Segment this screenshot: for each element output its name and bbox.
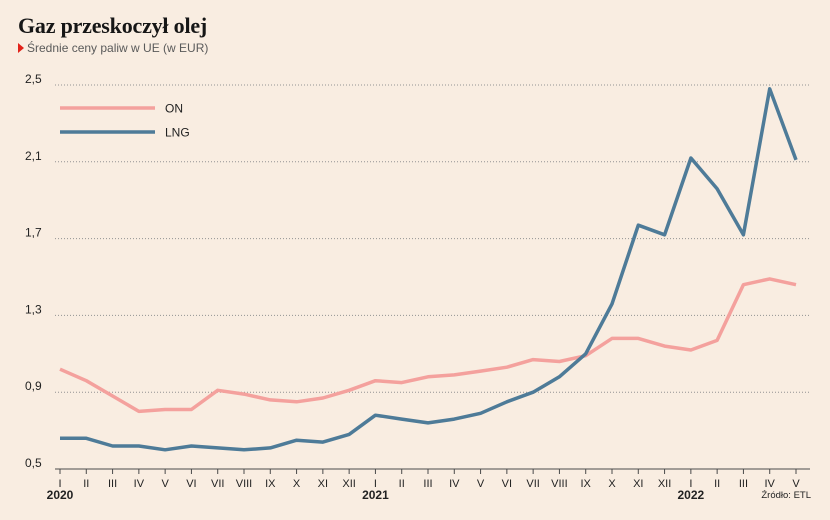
x-tick-label: VIII <box>551 478 568 490</box>
x-tick-label: VI <box>502 478 512 490</box>
y-tick-label: 1,3 <box>25 302 42 316</box>
x-tick-label: VI <box>186 478 196 490</box>
triangle-marker-icon <box>18 43 24 53</box>
x-tick-label: V <box>792 478 800 490</box>
y-tick-label: 1,7 <box>25 226 42 240</box>
x-tick-label: I <box>58 478 61 490</box>
x-tick-label: XI <box>633 478 643 490</box>
x-tick-label: VIII <box>236 478 253 490</box>
x-tick-label: IX <box>581 478 592 490</box>
x-tick-label: IV <box>449 478 460 490</box>
source-note: Źródło: ETL <box>761 490 811 501</box>
x-tick-label: IV <box>134 478 145 490</box>
x-tick-label: XII <box>658 478 671 490</box>
y-tick-label: 2,1 <box>25 149 42 163</box>
x-tick-label: X <box>608 478 616 490</box>
chart-subtitle-text: Średnie ceny paliw w UE (w EUR) <box>27 41 209 55</box>
y-tick-label: 0,9 <box>25 379 42 393</box>
series-line-on <box>59 277 797 414</box>
gridlines <box>55 84 810 470</box>
x-tick-label: IV <box>765 478 776 490</box>
y-tick-label: 2,5 <box>25 72 42 86</box>
y-tick-label: 0,5 <box>25 456 42 470</box>
year-label: 2022 <box>678 488 705 502</box>
chart-subtitle: Średnie ceny paliw w UE (w EUR) <box>18 41 208 55</box>
x-tick-label: II <box>83 478 89 490</box>
year-label: 2020 <box>47 488 74 502</box>
x-tick-label: X <box>293 478 301 490</box>
legend-label-lng: LNG <box>165 126 190 140</box>
x-tick-label: III <box>423 478 432 490</box>
year-label: 2021 <box>362 488 389 502</box>
x-tick-label: VII <box>211 478 224 490</box>
x-tick-label: III <box>739 478 748 490</box>
x-tick-label: IX <box>265 478 276 490</box>
x-tick-label: I <box>374 478 377 490</box>
x-tick-label: V <box>477 478 485 490</box>
x-tick-label: VII <box>526 478 539 490</box>
series-line-lng <box>60 87 798 452</box>
x-tick-label: II <box>399 478 405 490</box>
x-tick-label: XII <box>342 478 355 490</box>
x-axis: I II III IV V VI VII VIII IX X XI XII I II III IV V VI VII… <box>47 469 800 502</box>
x-tick-label: I <box>689 478 692 490</box>
x-tick-label: III <box>108 478 117 490</box>
series-lines <box>59 87 798 452</box>
x-tick-label: XI <box>318 478 328 490</box>
x-tick-label: V <box>161 478 169 490</box>
legend-label-on: ON <box>165 102 183 116</box>
y-axis-labels: 0,5 0,9 1,3 1,7 2,1 2,5 <box>25 72 42 470</box>
x-tick-label: II <box>714 478 720 490</box>
legend: ON LNG <box>60 102 190 140</box>
chart-title: Gaz przeskoczył olej <box>18 13 208 38</box>
